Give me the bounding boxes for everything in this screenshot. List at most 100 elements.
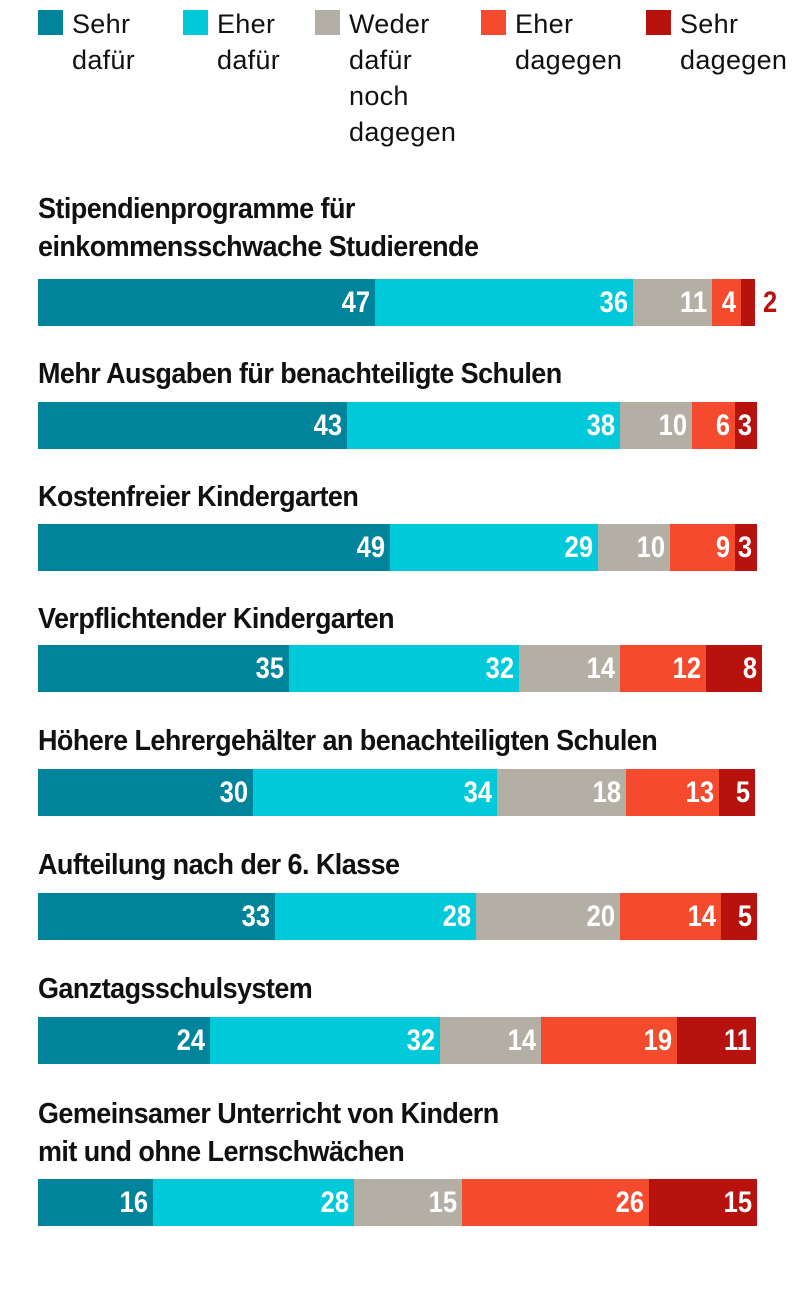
bar-segment xyxy=(721,893,757,940)
bar-segment xyxy=(626,769,719,816)
bar-segment xyxy=(375,279,633,326)
data-label: 15 xyxy=(428,1186,457,1219)
data-label: 29 xyxy=(564,531,593,564)
bar-segment xyxy=(712,279,741,326)
legend-label: Sehr dagegen xyxy=(680,9,788,75)
bar-segment xyxy=(677,1017,756,1064)
data-label: 5 xyxy=(735,776,750,809)
legend-label: Eher dagegen xyxy=(515,9,623,75)
bar-segment xyxy=(735,524,757,571)
data-label: 33 xyxy=(241,900,270,933)
bar-segment xyxy=(38,1017,210,1064)
data-label: 14 xyxy=(507,1024,536,1057)
bar-segment xyxy=(253,769,497,816)
legend-item: Sehr dagegen xyxy=(646,6,787,78)
data-label: 3 xyxy=(737,409,752,442)
data-label: 5 xyxy=(737,900,752,933)
bar-segment xyxy=(649,1179,757,1226)
bar-segment xyxy=(519,645,620,692)
legend-item: Eher dafür xyxy=(183,6,280,78)
data-label: 14 xyxy=(687,900,716,933)
row-title: Verpflichtender Kindergarten xyxy=(38,603,395,635)
bar-segment xyxy=(735,402,757,449)
bar-segment xyxy=(38,645,289,692)
data-label: 8 xyxy=(742,652,757,685)
bar-segment xyxy=(38,893,275,940)
legend-swatch xyxy=(38,10,63,35)
bar-segment xyxy=(541,1017,677,1064)
bar-segment xyxy=(38,402,347,449)
data-label: 9 xyxy=(715,531,730,564)
row-title: Gemeinsamer Unterricht von Kindern mit u… xyxy=(38,1098,499,1168)
bar-segment xyxy=(476,893,620,940)
data-label: 2 xyxy=(763,286,778,319)
data-label: 47 xyxy=(341,286,370,319)
data-label: 6 xyxy=(715,409,730,442)
bar-segment xyxy=(38,279,375,326)
bar-segment xyxy=(275,893,476,940)
row-title: Mehr Ausgaben für benachteiligte Schulen xyxy=(38,358,562,390)
data-label: 12 xyxy=(672,652,701,685)
bar-segment xyxy=(633,279,712,326)
data-label: 11 xyxy=(724,1024,751,1057)
data-label: 28 xyxy=(320,1186,349,1219)
bar-segment xyxy=(497,769,626,816)
legend-swatch xyxy=(315,10,340,35)
legend-label: Eher dafür xyxy=(217,9,281,75)
data-label: 32 xyxy=(485,652,514,685)
data-label: 20 xyxy=(586,900,615,933)
bar-segment xyxy=(210,1017,440,1064)
data-label: 26 xyxy=(615,1186,644,1219)
data-label: 28 xyxy=(442,900,471,933)
bar-segment xyxy=(719,769,755,816)
legend-swatch xyxy=(646,10,671,35)
data-label: 38 xyxy=(586,409,615,442)
bar-segment xyxy=(706,645,762,692)
data-label: 4 xyxy=(721,286,736,319)
bar-segment xyxy=(620,893,721,940)
bar-segment xyxy=(692,402,735,449)
data-label: 32 xyxy=(406,1024,435,1057)
data-label: 18 xyxy=(592,776,621,809)
data-label: 13 xyxy=(685,776,714,809)
bar-segment xyxy=(390,524,598,571)
bar-segment xyxy=(289,645,519,692)
bar-segment xyxy=(462,1179,649,1226)
data-label: 15 xyxy=(723,1186,752,1219)
data-label: 16 xyxy=(119,1186,148,1219)
row-title: Höhere Lehrergehälter an benachteiligten… xyxy=(38,725,658,757)
bar-segment xyxy=(620,645,706,692)
legend-item: Sehr dafür xyxy=(38,6,135,78)
data-label: 24 xyxy=(176,1024,205,1057)
legend-swatch xyxy=(183,10,208,35)
bar-segment xyxy=(38,769,253,816)
data-label: 14 xyxy=(586,652,615,685)
legend-item: Weder dafür noch dagegen xyxy=(315,6,456,150)
bar-segment xyxy=(354,1179,462,1226)
data-label: 36 xyxy=(599,286,628,319)
legend-item: Eher dagegen xyxy=(481,6,622,78)
data-label: 43 xyxy=(313,409,342,442)
data-label: 19 xyxy=(643,1024,672,1057)
legend-label: Weder dafür noch dagegen xyxy=(349,9,457,147)
row-title: Aufteilung nach der 6. Klasse xyxy=(38,849,400,881)
bar-segment xyxy=(741,279,755,326)
bar-segment xyxy=(347,402,620,449)
row-title: Stipendienprogramme für einkommensschwac… xyxy=(38,193,479,263)
bar-segment xyxy=(620,402,692,449)
data-label: 10 xyxy=(636,531,665,564)
data-label: 30 xyxy=(219,776,248,809)
data-label: 49 xyxy=(356,531,385,564)
row-title: Kostenfreier Kindergarten xyxy=(38,481,359,513)
bar-segment xyxy=(440,1017,541,1064)
data-label: 11 xyxy=(680,286,707,319)
legend-label: Sehr dafür xyxy=(72,9,136,75)
bar-segment xyxy=(670,524,735,571)
bar-segment xyxy=(153,1179,354,1226)
data-label: 10 xyxy=(658,409,687,442)
data-label: 34 xyxy=(463,776,492,809)
bar-segment xyxy=(38,524,390,571)
data-label: 35 xyxy=(255,652,284,685)
data-label: 3 xyxy=(737,531,752,564)
legend-swatch xyxy=(481,10,506,35)
